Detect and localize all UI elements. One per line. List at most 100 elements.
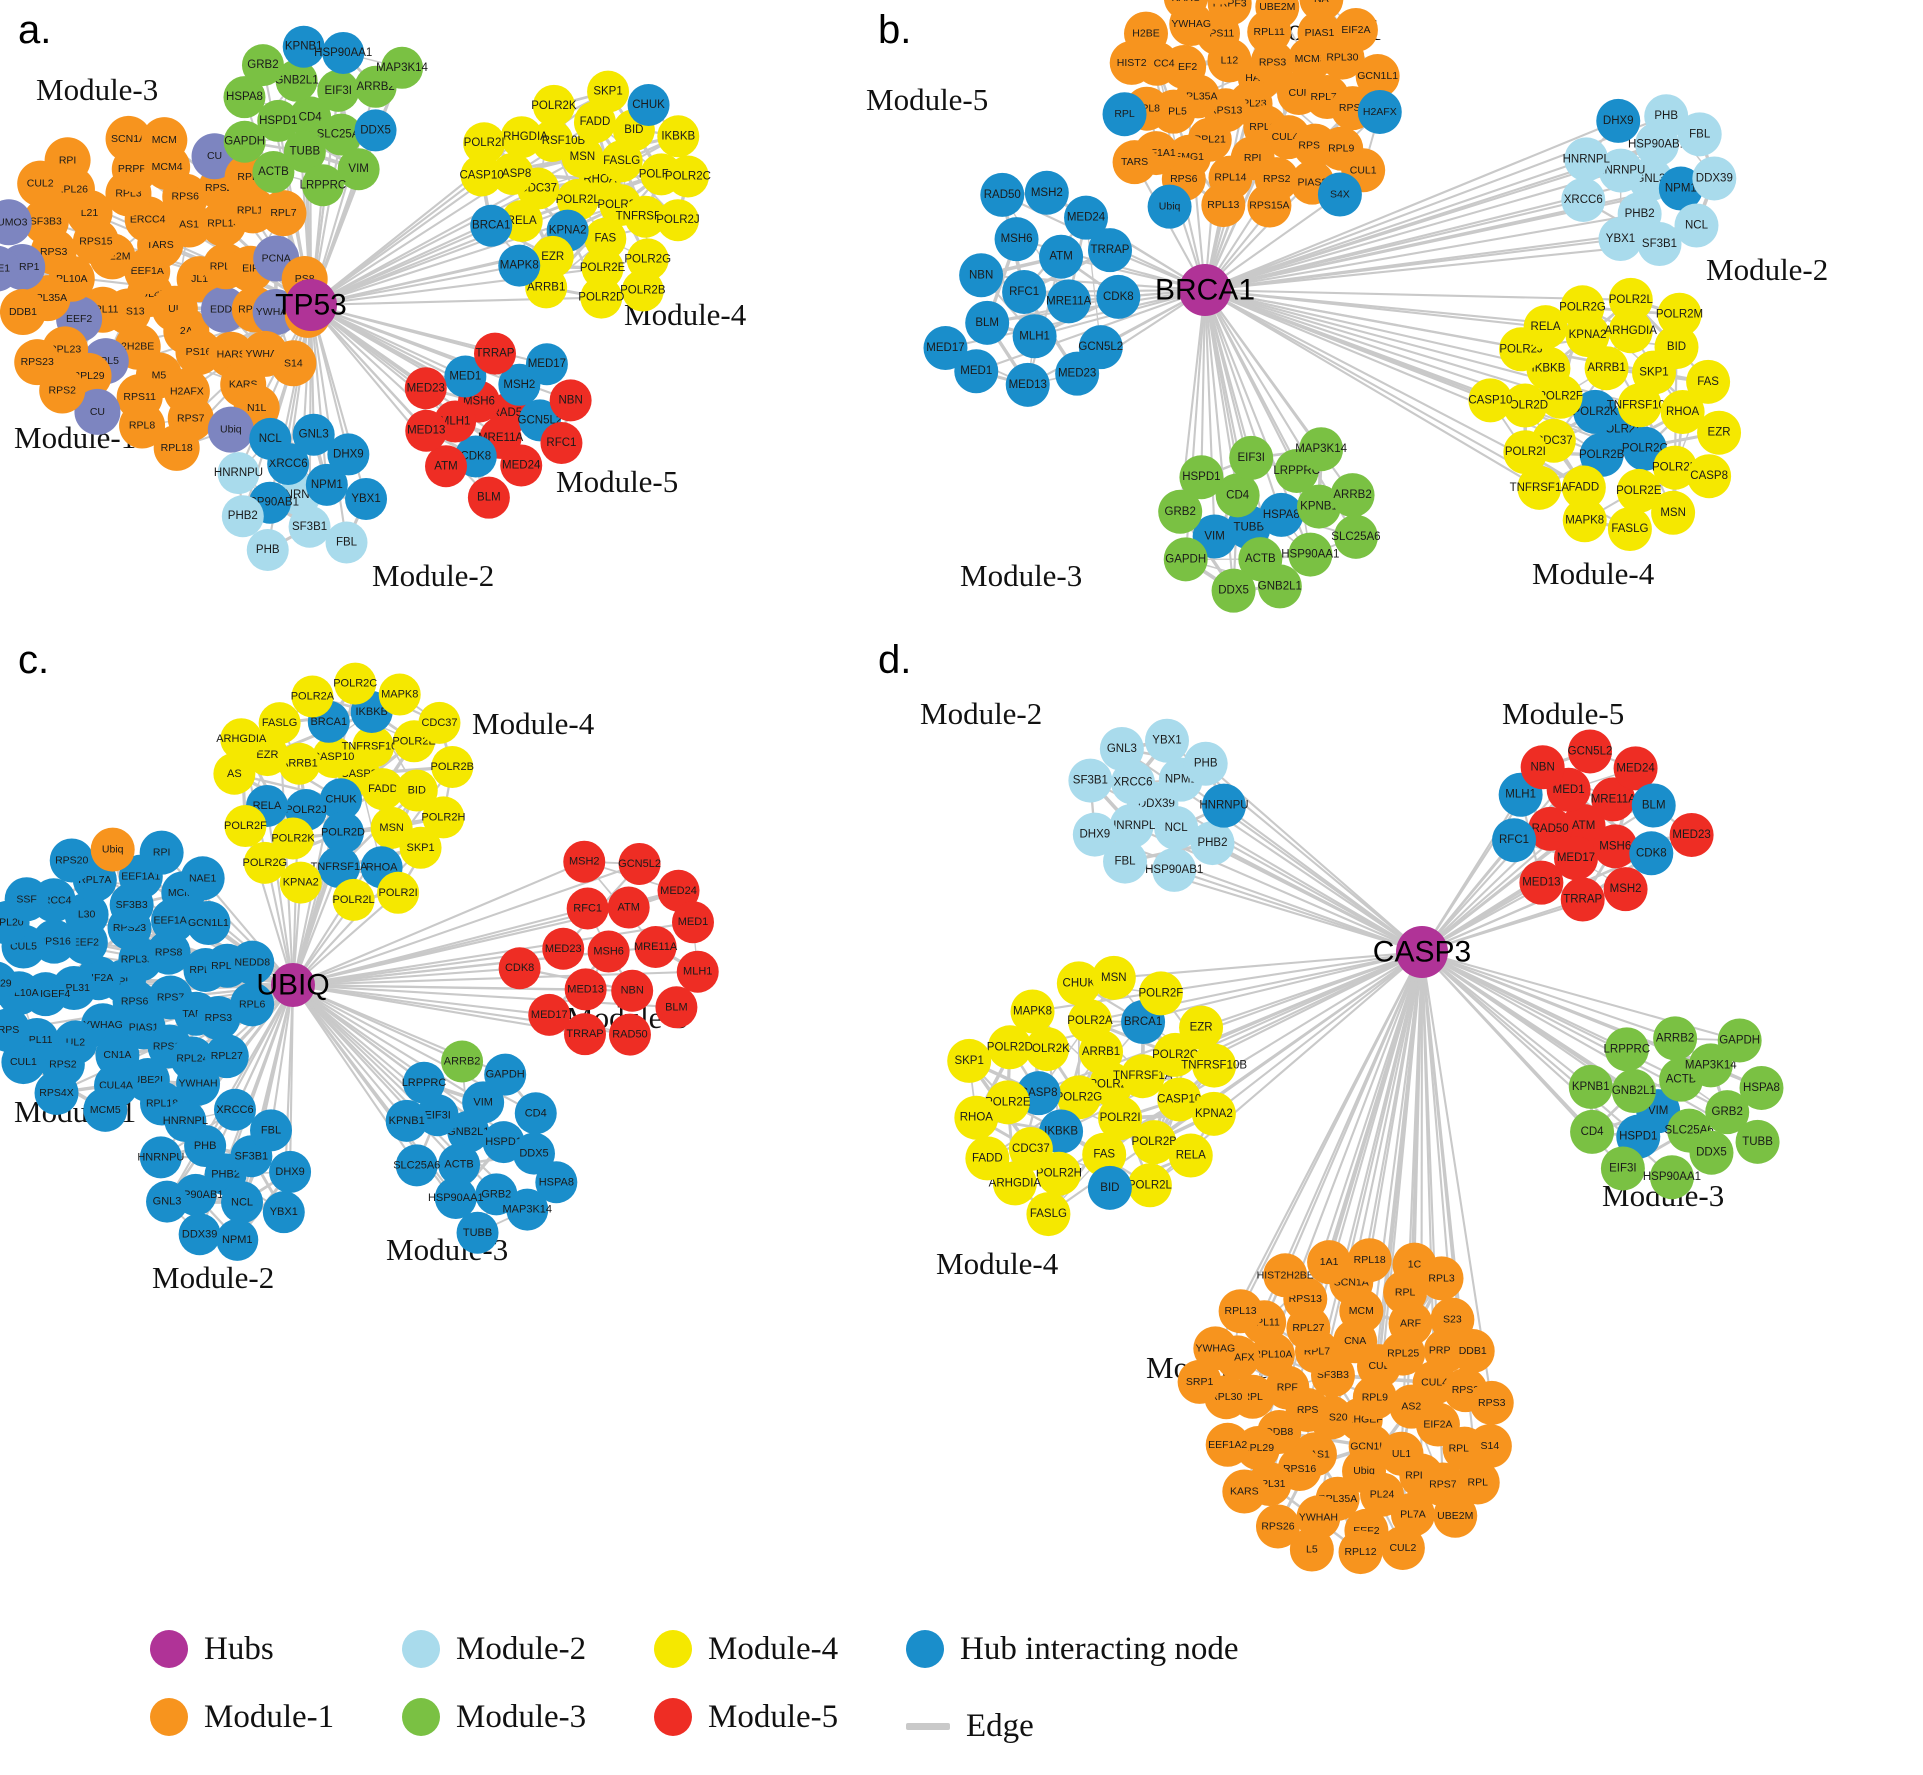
network-node[interactable]: FASLG bbox=[1026, 1192, 1071, 1237]
network-node[interactable]: DHX9 bbox=[269, 1150, 312, 1193]
network-node[interactable]: VIM bbox=[337, 148, 380, 191]
network-node[interactable]: FASLG bbox=[1607, 507, 1652, 552]
network-node[interactable]: NCL bbox=[1674, 203, 1719, 248]
network-node[interactable]: ATM bbox=[1039, 234, 1084, 279]
network-node[interactable]: BID bbox=[1087, 1165, 1132, 1210]
network-node[interactable]: ATM bbox=[607, 886, 650, 929]
network-node[interactable]: EIF3I bbox=[1229, 435, 1274, 480]
network-node[interactable]: CUL2 bbox=[1380, 1525, 1425, 1570]
network-node[interactable]: GAPDH bbox=[1717, 1018, 1762, 1063]
network-node[interactable]: DHX9 bbox=[1072, 812, 1117, 857]
network-node[interactable]: GNB2L1 bbox=[1612, 1069, 1656, 1114]
network-node[interactable]: RFC1 bbox=[1492, 818, 1537, 863]
network-node[interactable]: DDX5 bbox=[1689, 1130, 1734, 1175]
network-node[interactable]: NBN bbox=[549, 379, 592, 422]
network-node[interactable]: S4X bbox=[1317, 172, 1362, 217]
network-node[interactable]: POLR2K bbox=[531, 84, 577, 127]
network-node[interactable]: POLR2L bbox=[1128, 1163, 1173, 1208]
network-node[interactable]: MED1 bbox=[671, 901, 714, 944]
network-node[interactable]: MAPK8 bbox=[378, 673, 421, 716]
network-node[interactable]: FBL bbox=[325, 521, 368, 564]
network-node[interactable]: MED23 bbox=[404, 367, 447, 410]
network-node[interactable]: DDX5 bbox=[1211, 568, 1256, 613]
network-node[interactable]: MED23 bbox=[542, 927, 585, 970]
network-node[interactable]: YWHAG bbox=[1193, 1326, 1238, 1371]
network-node[interactable]: GAPDH bbox=[223, 120, 266, 163]
network-node[interactable]: MED17 bbox=[923, 326, 968, 371]
network-node[interactable]: EZR bbox=[1179, 1005, 1224, 1050]
network-node[interactable]: POLR2I bbox=[463, 122, 506, 165]
network-node[interactable]: MSN bbox=[1651, 490, 1696, 535]
network-node[interactable]: GCN5L2 bbox=[1568, 729, 1613, 774]
network-node[interactable]: RFC1 bbox=[1002, 269, 1047, 314]
network-node[interactable]: GNB2L1 bbox=[1258, 564, 1302, 609]
network-node[interactable]: DDB1 bbox=[0, 288, 46, 335]
network-node[interactable]: SKP1 bbox=[399, 826, 442, 869]
network-node[interactable]: YBX1 bbox=[1598, 216, 1643, 261]
network-node[interactable]: GRB2 bbox=[241, 44, 284, 87]
network-node[interactable]: DDX5 bbox=[354, 109, 397, 152]
network-node[interactable]: SF3B1 bbox=[1068, 758, 1113, 803]
network-node[interactable]: MED13 bbox=[564, 968, 607, 1011]
network-node[interactable]: SSF bbox=[4, 877, 49, 922]
network-node[interactable]: EIF2A bbox=[1333, 7, 1378, 52]
network-node[interactable]: MCM5 bbox=[83, 1087, 128, 1132]
network-node[interactable]: GAPDH bbox=[484, 1053, 527, 1096]
network-node[interactable]: RHOA bbox=[954, 1095, 999, 1140]
network-node[interactable]: PHB2 bbox=[1190, 821, 1235, 866]
network-node[interactable]: GCN5L2 bbox=[618, 842, 661, 885]
network-node[interactable]: CDC37 bbox=[418, 701, 461, 744]
network-node[interactable]: NBN bbox=[959, 253, 1004, 298]
network-node[interactable]: MED23 bbox=[1055, 351, 1100, 396]
network-node[interactable]: FBL bbox=[250, 1109, 293, 1152]
network-node[interactable]: RPI bbox=[44, 137, 91, 184]
network-node[interactable]: RPL13 bbox=[1218, 1289, 1263, 1334]
network-node[interactable]: MED17 bbox=[528, 993, 571, 1036]
network-node[interactable]: GNL3 bbox=[146, 1180, 189, 1223]
network-node[interactable]: RPL18 bbox=[1347, 1238, 1392, 1283]
network-node[interactable]: RPL12 bbox=[1338, 1530, 1383, 1575]
network-node[interactable]: RPS15A bbox=[1247, 183, 1292, 228]
network-node[interactable]: TRRAP bbox=[563, 1013, 606, 1056]
network-node[interactable]: MED13 bbox=[405, 409, 448, 452]
network-node[interactable]: RPL13 bbox=[1201, 183, 1246, 228]
network-node[interactable]: RPS26 bbox=[1255, 1504, 1300, 1549]
network-node[interactable]: HSPA8 bbox=[1259, 492, 1304, 537]
network-node[interactable]: MCM bbox=[141, 117, 188, 164]
network-node[interactable]: CDK8 bbox=[498, 947, 541, 990]
network-node[interactable]: YBX1 bbox=[1144, 718, 1189, 763]
network-node[interactable]: POLR2L bbox=[332, 878, 375, 921]
hub-node[interactable]: CASP3 bbox=[1373, 926, 1471, 978]
network-node[interactable]: PHB2 bbox=[221, 495, 264, 538]
network-node[interactable]: YBX1 bbox=[262, 1191, 305, 1234]
network-node[interactable]: CD4 bbox=[514, 1092, 557, 1135]
network-node[interactable]: FASLG bbox=[258, 702, 301, 745]
network-node[interactable]: KPNB1 bbox=[385, 1099, 428, 1142]
network-node[interactable]: NPM1 bbox=[216, 1218, 259, 1261]
network-node[interactable]: RPS4X bbox=[34, 1070, 79, 1115]
network-node[interactable]: MSN bbox=[1091, 955, 1136, 1000]
network-node[interactable]: PHB bbox=[246, 528, 289, 571]
network-node[interactable]: BLM bbox=[655, 986, 698, 1029]
network-node[interactable]: EIF3I bbox=[1600, 1146, 1645, 1191]
hub-node[interactable]: TP53 bbox=[275, 279, 347, 331]
network-node[interactable]: NBN bbox=[611, 969, 654, 1012]
network-node[interactable]: KPNB1 bbox=[1568, 1064, 1613, 1109]
network-node[interactable]: POLR2I bbox=[1503, 430, 1548, 475]
network-node[interactable]: POLR2B bbox=[431, 745, 474, 788]
network-node[interactable]: NAE1 bbox=[180, 856, 225, 901]
network-node[interactable]: SUMO3 bbox=[1247, 0, 1291, 3]
network-node[interactable]: LRPPRC bbox=[1604, 1027, 1651, 1072]
network-node[interactable]: GNL3 bbox=[1099, 726, 1144, 771]
network-node[interactable]: MED17 bbox=[525, 343, 568, 386]
network-node[interactable]: TRRAP bbox=[1087, 228, 1132, 273]
network-node[interactable]: TRRAP bbox=[473, 332, 516, 375]
network-node[interactable]: MAPK8 bbox=[1010, 989, 1055, 1034]
network-node[interactable]: CASP8 bbox=[1687, 454, 1732, 499]
network-node[interactable]: RFC1 bbox=[566, 887, 609, 930]
network-node[interactable]: ARRB2 bbox=[1330, 473, 1375, 518]
network-node[interactable]: SLC25A6 bbox=[393, 1144, 440, 1187]
network-node[interactable]: XRCC6 bbox=[1561, 177, 1606, 222]
network-node[interactable]: SLC25A6 bbox=[1331, 514, 1381, 559]
network-node[interactable]: SF3B1 bbox=[288, 505, 331, 548]
